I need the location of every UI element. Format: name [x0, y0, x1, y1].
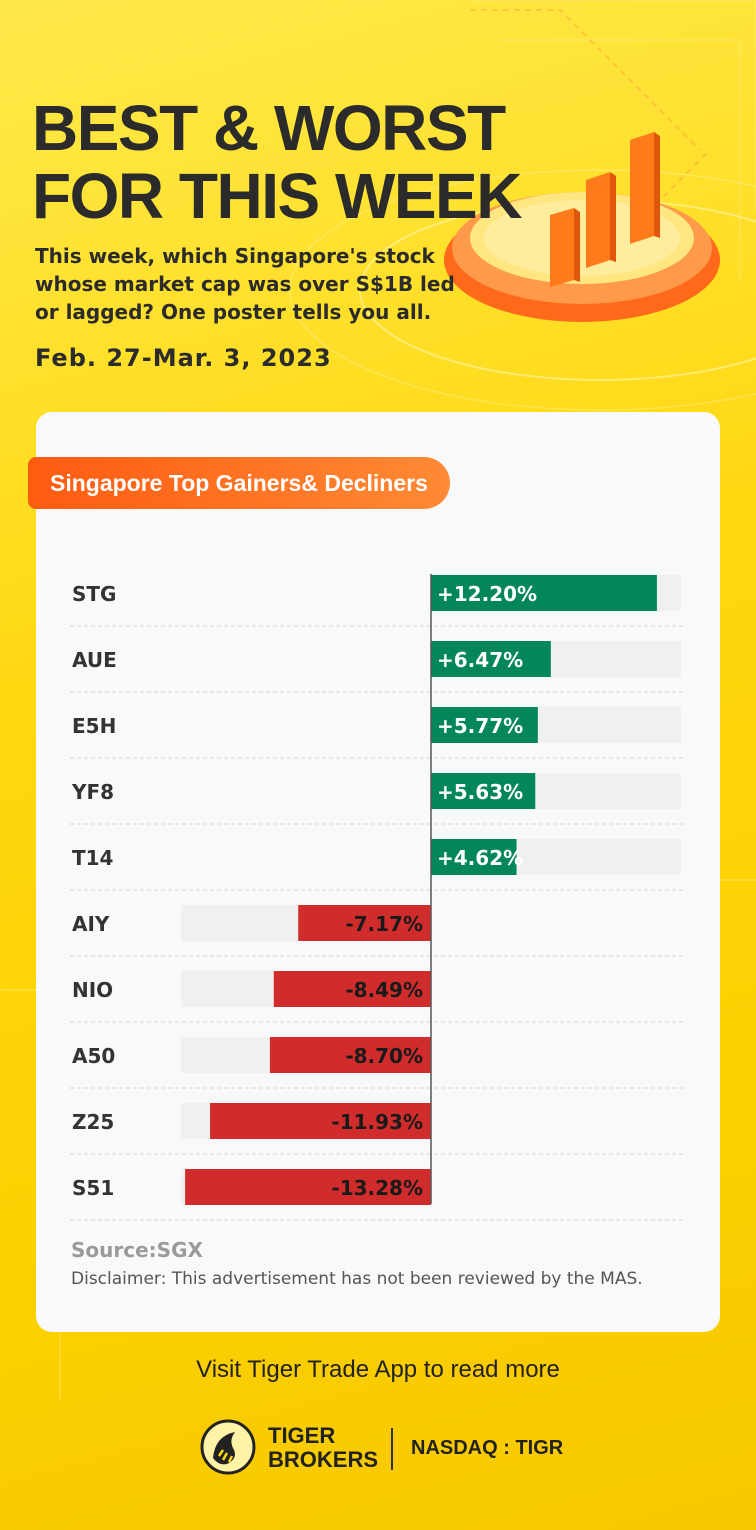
value-label: -8.49% — [345, 978, 423, 1002]
value-label: -13.28% — [331, 1176, 423, 1200]
gainers-decliners-chart: STG +12.20% AUE +6.47% E5H +5.77% YF8 +5.63% T14… — [70, 574, 684, 1221]
bar-z25 — [210, 1103, 431, 1139]
bar-aue — [431, 641, 551, 677]
category-label: YF8 — [71, 780, 114, 804]
bar-yf8 — [431, 773, 536, 809]
bar-aiy — [298, 905, 431, 941]
brand-line-2: BROKERS — [268, 1447, 379, 1472]
value-label: -7.17% — [345, 912, 423, 936]
brand-name: TIGER BROKERS — [268, 1424, 378, 1472]
value-label: +4.62% — [437, 846, 523, 870]
value-label: +5.63% — [437, 780, 523, 804]
brand-line-1: TIGER — [268, 1423, 336, 1448]
bar-stg — [431, 575, 657, 611]
disclaimer: Disclaimer: This advertisement has not b… — [71, 1269, 643, 1289]
value-label: -11.93% — [331, 1110, 423, 1134]
page-subtitle: This week, which Singapore's stock whose… — [35, 244, 455, 324]
value-label: -8.70% — [345, 1044, 423, 1068]
value-label: +12.20% — [437, 582, 537, 606]
category-label: T14 — [72, 846, 113, 870]
value-label: +6.47% — [437, 648, 523, 672]
category-label: AUE — [72, 648, 117, 672]
bar-t14 — [431, 839, 517, 875]
page-title-line-1: BEST & WORST — [32, 92, 506, 164]
category-label: STG — [72, 582, 116, 606]
category-label: NIO — [72, 978, 113, 1002]
value-label: +5.77% — [437, 714, 523, 738]
section-label: Singapore Top Gainers& Decliners — [28, 457, 450, 509]
page-title-line-2: FOR THIS WEEK — [32, 160, 522, 232]
category-label: E5H — [72, 714, 116, 738]
category-label: AIY — [72, 912, 110, 936]
bar-e5h — [431, 707, 538, 743]
bar-nio — [273, 971, 431, 1007]
tiger-logo-icon — [200, 1419, 256, 1475]
cta-text[interactable]: Visit Tiger Trade App to read more — [196, 1356, 560, 1383]
category-label: S51 — [72, 1176, 114, 1200]
footer-divider — [391, 1428, 393, 1470]
bar-s51 — [185, 1169, 431, 1205]
category-label: Z25 — [72, 1110, 114, 1134]
category-label: A50 — [72, 1044, 115, 1068]
bar-a50 — [269, 1037, 431, 1073]
nasdaq-ticker: NASDAQ : TIGR — [411, 1437, 564, 1459]
date-range: Feb. 27-Mar. 3, 2023 — [35, 344, 332, 372]
source-note: Source:SGX — [71, 1238, 203, 1262]
